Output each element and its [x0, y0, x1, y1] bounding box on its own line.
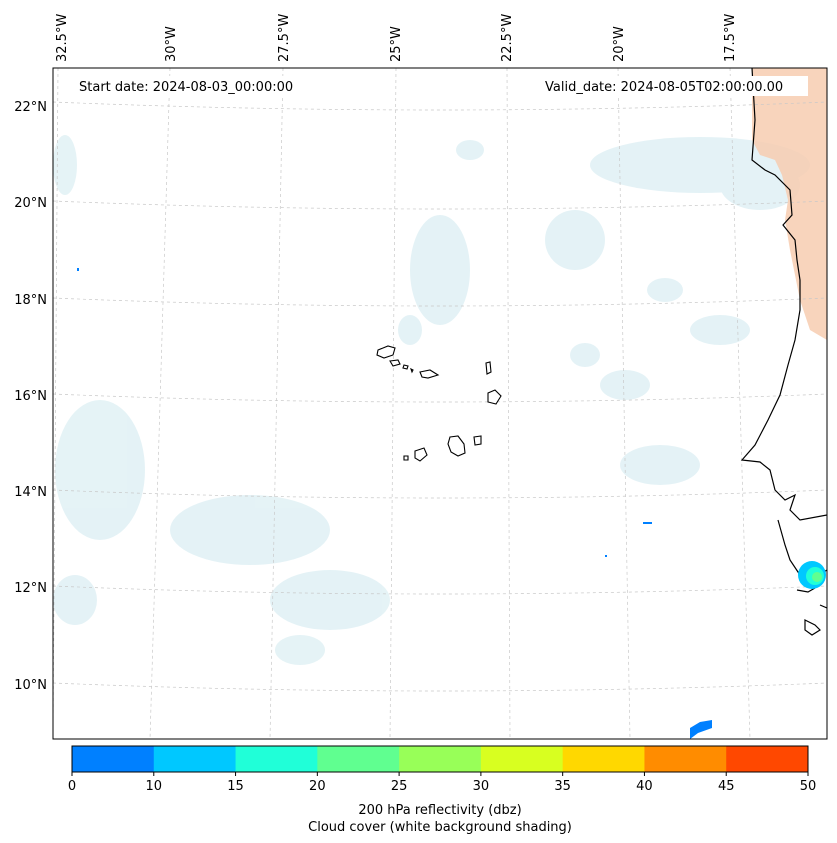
colorbar-tick-label: 0 — [68, 779, 76, 794]
start-date-text: Start date: 2024-08-03_00:00:00 — [79, 80, 293, 95]
colorbar-title: 200 hPa reflectivity (dbz) — [358, 803, 521, 818]
colorbar-swatch — [480, 746, 564, 772]
colorbar: 0 10 15 20 25 30 35 40 45 50 200 hPa reflectivity… — [68, 745, 816, 835]
colorbar-swatch — [726, 746, 809, 772]
colorbar-swatch — [644, 746, 727, 772]
colorbar-tick-label: 25 — [391, 779, 408, 794]
colorbar-ticks: 0 10 15 20 25 30 35 40 45 50 — [68, 772, 816, 794]
colorbar-swatch — [153, 746, 237, 772]
colorbar-swatch — [562, 746, 645, 772]
lon-label: 20°W — [612, 26, 627, 62]
colorbar-swatch — [72, 746, 155, 772]
start-date-label: Start date: 2024-08-03_00:00:00 — [72, 76, 317, 96]
colorbar-tick-label: 20 — [309, 779, 326, 794]
lat-label: 12°N — [14, 581, 47, 596]
colorbar-tick-label: 10 — [146, 779, 163, 794]
colorbar-tick-label: 15 — [227, 779, 244, 794]
lon-label: 17.5°W — [723, 14, 738, 62]
lon-label: 32.5°W — [55, 14, 70, 62]
reflectivity-echoes — [77, 268, 826, 739]
colorbar-subtitle: Cloud cover (white background shading) — [308, 820, 572, 835]
colorbar-tick-label: 50 — [800, 779, 817, 794]
lon-label: 27.5°W — [277, 14, 292, 62]
map-frame — [52, 67, 828, 740]
lon-label: 22.5°W — [500, 14, 515, 62]
latitude-labels: 22°N 20°N 18°N 16°N 14°N 12°N 10°N — [14, 100, 47, 693]
lon-label: 30°W — [164, 26, 179, 62]
longitude-labels: 32.5°W 30°W 27.5°W 25°W 22.5°W 20°W 17.5… — [55, 14, 738, 62]
lat-label: 10°N — [14, 678, 47, 693]
lat-label: 18°N — [14, 293, 47, 308]
lat-label: 16°N — [14, 389, 47, 404]
colorbar-frame — [71, 745, 809, 773]
colorbar-swatch — [399, 746, 482, 772]
valid-date-label: Valid_date: 2024-08-05T02:00:00.00 — [536, 76, 808, 96]
colorbar-tick-label: 35 — [554, 779, 571, 794]
lat-label: 20°N — [14, 196, 47, 211]
colorbar-swatch — [317, 746, 400, 772]
colorbar-tick-label: 45 — [718, 779, 735, 794]
cloud-cover-shading — [53, 135, 810, 665]
colorbar-tick-label: 40 — [636, 779, 653, 794]
colorbar-swatch — [235, 746, 318, 772]
lon-label: 25°W — [389, 26, 404, 62]
lat-label: 14°N — [14, 485, 47, 500]
colorbar-swatches — [72, 746, 809, 772]
map-content — [53, 68, 827, 739]
lat-label: 22°N — [14, 100, 47, 115]
cape-verde-islands — [376, 345, 502, 462]
land-shading — [752, 68, 827, 340]
colorbar-tick-label: 30 — [473, 779, 490, 794]
gridlines — [53, 68, 827, 739]
valid-date-text: Valid_date: 2024-08-05T02:00:00.00 — [545, 80, 783, 95]
